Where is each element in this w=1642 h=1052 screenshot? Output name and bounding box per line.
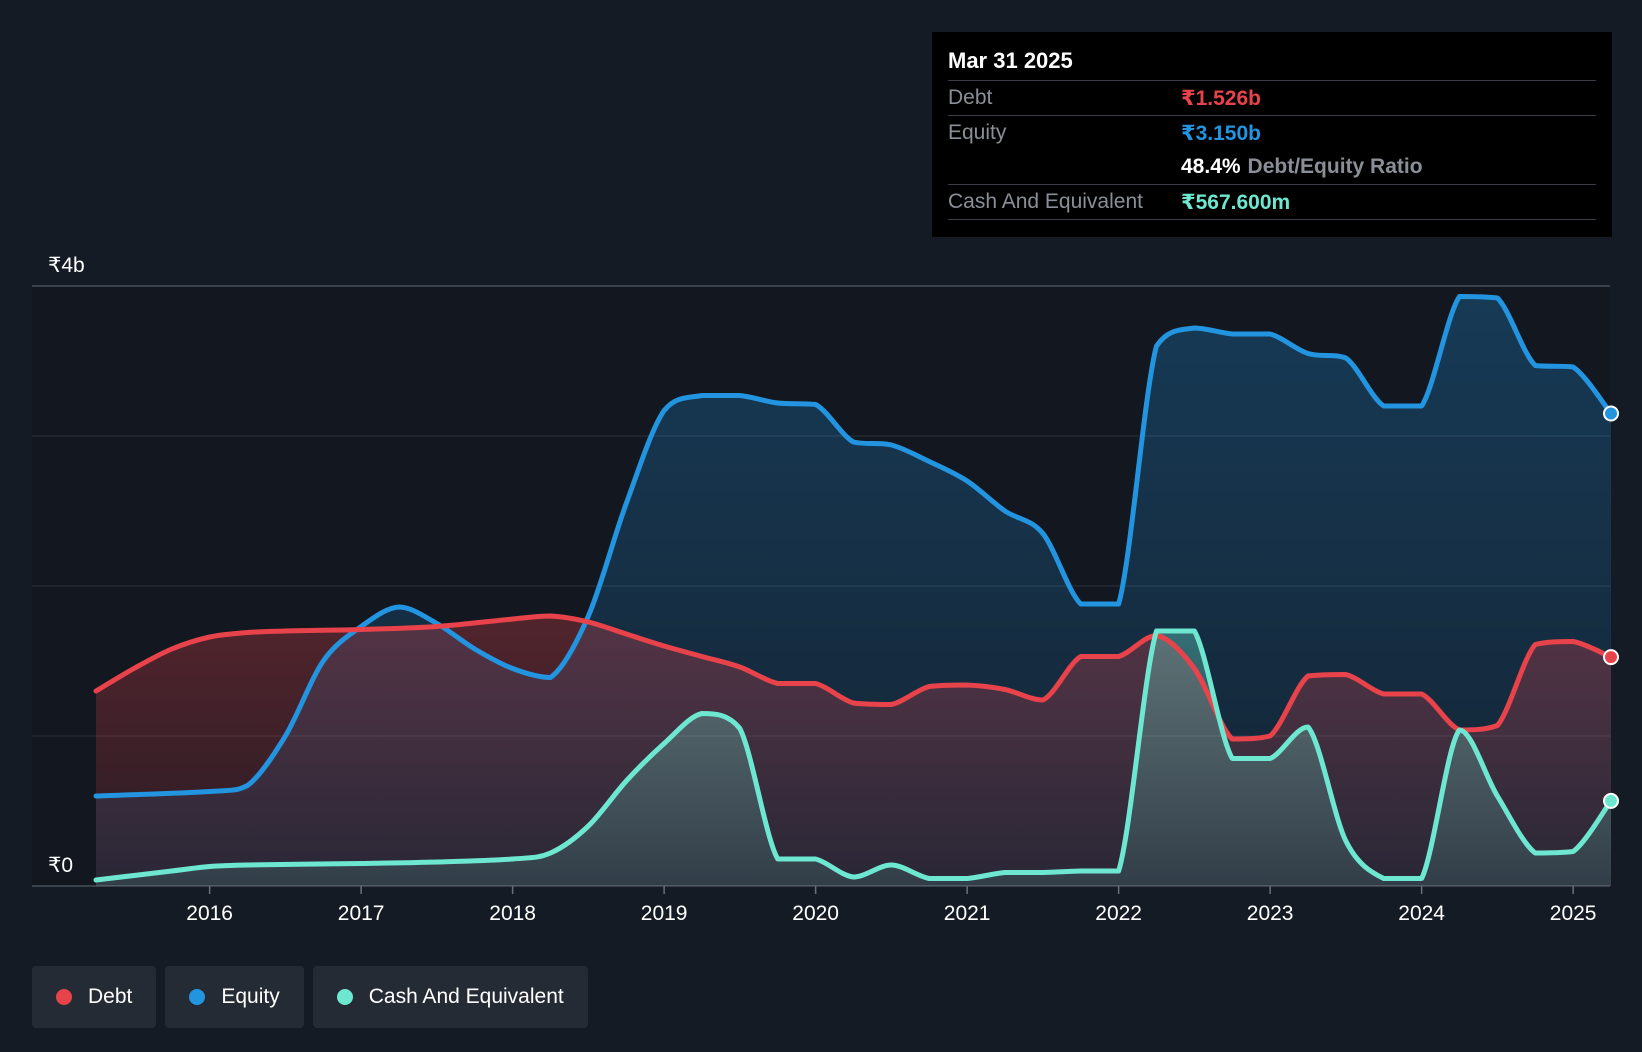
tooltip-equity-value: ₹3.150b bbox=[1181, 121, 1261, 145]
line-cash bbox=[93, 628, 1614, 883]
tooltip-row-debt: Debt ₹1.526b bbox=[948, 80, 1596, 115]
line-equity bbox=[93, 294, 1614, 799]
legend-label-debt: Debt bbox=[88, 985, 133, 1008]
line-debt bbox=[93, 613, 1614, 742]
x-tick-label: 2017 bbox=[338, 902, 385, 925]
legend-item-equity[interactable]: Equity bbox=[165, 966, 304, 1028]
marker-cash bbox=[1603, 792, 1619, 809]
tooltip-debt-value: ₹1.526b bbox=[1181, 86, 1261, 110]
marker-equity bbox=[1603, 405, 1619, 422]
series-lines bbox=[93, 294, 1614, 883]
x-tick-label: 2023 bbox=[1247, 902, 1294, 925]
tooltip-ratio-label: Debt/Equity Ratio bbox=[1247, 155, 1423, 178]
x-tick-label: 2016 bbox=[186, 902, 233, 925]
y-axis-ticks: ₹0 ₹4b bbox=[48, 254, 85, 877]
tooltip-ratio-value: 48.4% bbox=[1181, 155, 1241, 178]
legend: Debt Equity Cash And Equivalent bbox=[32, 966, 597, 1028]
legend-label-equity: Equity bbox=[221, 985, 280, 1008]
y-tick-label: ₹0 bbox=[48, 854, 73, 877]
tooltip-equity-label: Equity bbox=[948, 121, 1007, 144]
legend-item-debt[interactable]: Debt bbox=[32, 966, 157, 1028]
x-axis-ticks: 2016 2017 2018 2019 2020 2021 2022 2023 2024 2025 bbox=[186, 886, 1596, 925]
tooltip-date: Mar 31 2025 bbox=[948, 48, 1073, 73]
tooltip-debt-label: Debt bbox=[948, 86, 993, 109]
x-tick-label: 2025 bbox=[1550, 902, 1597, 925]
area-cash bbox=[96, 631, 1611, 886]
legend-item-cash[interactable]: Cash And Equivalent bbox=[312, 966, 588, 1028]
legend-dot-equity bbox=[189, 989, 206, 1005]
marker-debt bbox=[1603, 649, 1619, 666]
x-tick-label: 2019 bbox=[641, 902, 688, 925]
legend-label-cash: Cash And Equivalent bbox=[368, 985, 564, 1008]
tooltip-panel: Mar 31 2025 Debt ₹1.526b Equity ₹3.150b … bbox=[932, 32, 1612, 237]
y-tick-label: ₹4b bbox=[48, 254, 85, 277]
highlight-markers bbox=[1603, 405, 1619, 809]
tooltip-row-cash: Cash And Equivalent ₹567.600m bbox=[948, 184, 1596, 220]
tooltip-cash-value: ₹567.600m bbox=[1181, 190, 1291, 214]
legend-dot-cash bbox=[336, 989, 353, 1005]
x-tick-label: 2022 bbox=[1095, 902, 1142, 925]
legend-dot-debt bbox=[56, 989, 72, 1005]
x-tick-label: 2021 bbox=[944, 902, 991, 925]
tooltip-row-ratio: 48.4% Debt/Equity Ratio bbox=[948, 150, 1596, 184]
tooltip-row-equity: Equity ₹3.150b bbox=[948, 115, 1596, 150]
x-tick-label: 2024 bbox=[1398, 902, 1445, 925]
tooltip-cash-label: Cash And Equivalent bbox=[948, 190, 1143, 213]
x-tick-label: 2018 bbox=[489, 902, 536, 925]
x-tick-label: 2020 bbox=[792, 902, 839, 925]
